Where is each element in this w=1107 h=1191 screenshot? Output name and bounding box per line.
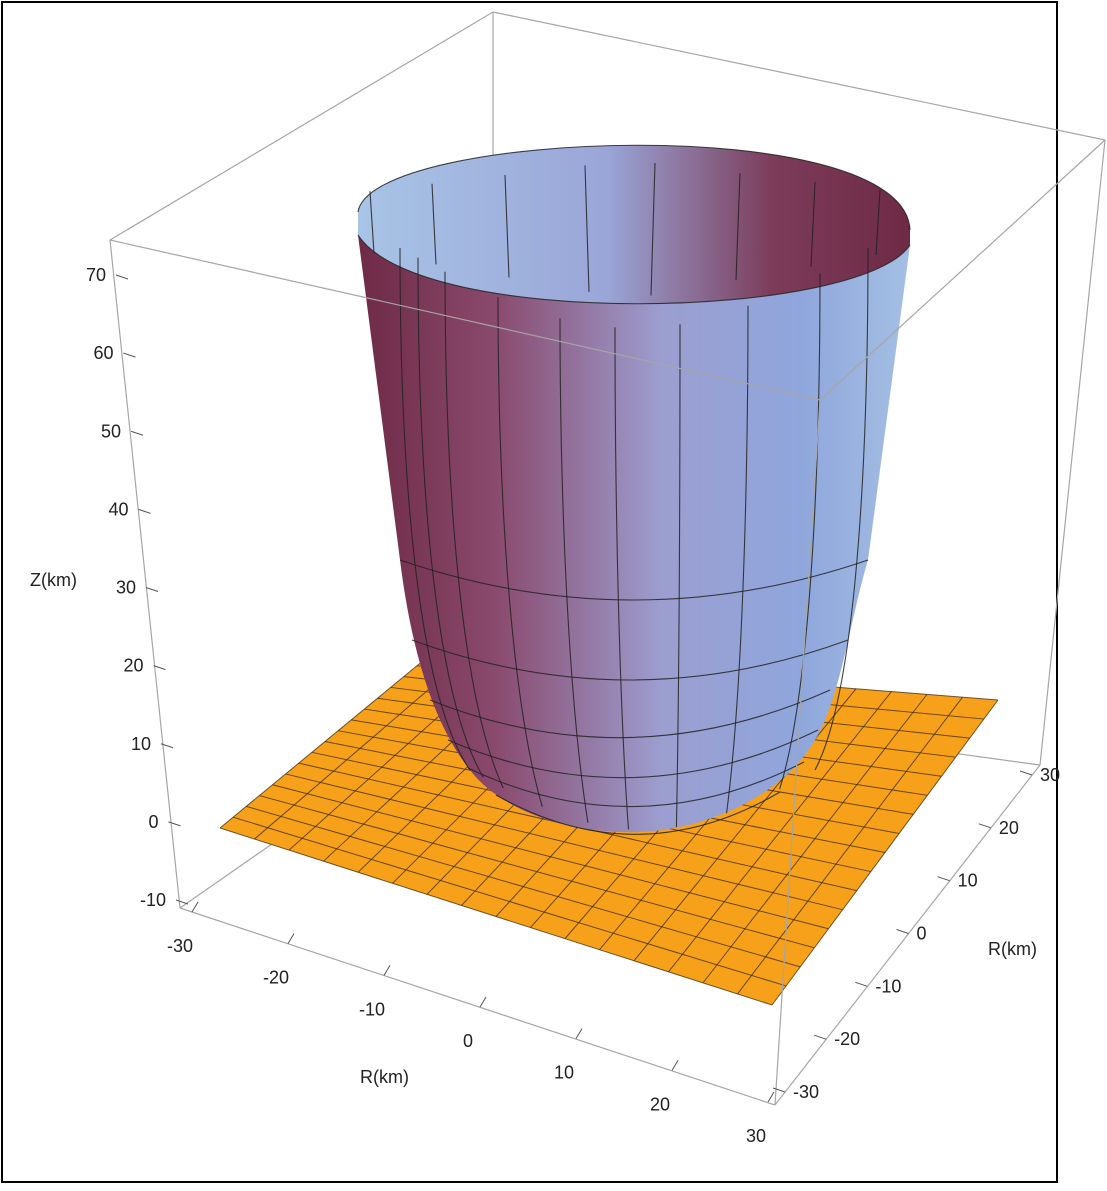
x-tick	[671, 1060, 679, 1071]
x-tick	[767, 1091, 775, 1103]
x-tick-label: -20	[263, 968, 289, 988]
bowl-inner-meridian	[504, 174, 510, 278]
bowl-inner-meridian	[810, 182, 816, 267]
bowl-parallel	[399, 559, 869, 601]
bowl-inner-meridian	[584, 165, 590, 292]
x-tick-label: 10	[554, 1063, 574, 1083]
box-edge	[819, 139, 1106, 401]
y-tick	[1019, 770, 1033, 776]
bowl-meridian	[444, 271, 504, 789]
x-tick-label: -10	[359, 999, 385, 1019]
x-tick	[191, 901, 199, 913]
x-tick	[575, 1028, 583, 1039]
box-edge	[109, 11, 494, 241]
y-axis: -30 -20 -10 0 10 20 30	[772, 765, 1060, 1102]
box-edge	[179, 907, 776, 1106]
z-axis: -10 0 10 20 30 40 50 60 70	[86, 265, 189, 910]
bowl-parallel	[467, 761, 805, 808]
y-tick	[937, 876, 950, 882]
y-axis-label: R(km)	[988, 939, 1037, 959]
y-tick	[855, 981, 868, 987]
bowl-rim	[357, 144, 911, 231]
plane-grid-line	[737, 696, 963, 995]
y-tick-label: 20	[999, 818, 1019, 838]
z-tick	[130, 430, 144, 436]
z-tick	[153, 665, 166, 671]
z-tick-label: 40	[108, 499, 128, 519]
y-tick	[814, 1034, 827, 1040]
z-tick	[175, 899, 189, 905]
z-tick	[115, 274, 129, 280]
box-edge	[774, 399, 821, 1106]
bowl-meridian	[779, 273, 821, 790]
bowl-parallel	[429, 689, 831, 739]
y-tick-label: -30	[793, 1082, 819, 1102]
y-tick-label: 10	[958, 871, 978, 891]
bowl-inner-meridian	[650, 162, 656, 296]
plane-grid-line	[702, 694, 928, 984]
bowl-meridian	[399, 247, 471, 771]
x-tick-label: 20	[650, 1094, 670, 1114]
bowl-meridian	[675, 324, 681, 828]
bowl-meridian	[614, 327, 630, 830]
plane-grid-line	[633, 688, 857, 962]
x-axis: -30 -20 -10 0 10 20 30	[167, 901, 775, 1146]
z-tick	[168, 821, 181, 827]
z-tick-label: 70	[86, 265, 106, 285]
bowl-mesh	[369, 162, 881, 835]
y-tick	[978, 823, 991, 829]
x-tick	[383, 965, 391, 976]
z-tick	[145, 587, 159, 592]
bowl-inner-meridian	[875, 189, 881, 256]
bowl-parallel	[411, 639, 849, 681]
z-tick-label: 10	[131, 734, 151, 754]
y-tick	[772, 1087, 786, 1093]
y-tick-label: -20	[834, 1029, 860, 1049]
bowl-inner-wall	[358, 145, 910, 304]
y-tick	[896, 929, 909, 934]
plane-grid-line	[771, 699, 999, 1006]
bowl-surface	[357, 144, 911, 835]
bowl-inner-meridian	[369, 191, 375, 254]
x-axis-label: R(km)	[360, 1067, 409, 1087]
z-tick-label: 60	[93, 343, 113, 363]
z-tick	[160, 743, 174, 749]
x-tick	[479, 996, 487, 1008]
bowl-parallel	[447, 729, 819, 779]
box-edge	[109, 239, 181, 909]
z-tick-label: 50	[101, 421, 121, 441]
outer-frame	[1, 1, 1058, 1183]
box-edge	[1039, 139, 1106, 766]
z-tick-label: 20	[123, 656, 143, 676]
box-edge	[109, 239, 821, 401]
plane-grid-line	[668, 691, 892, 973]
y-tick-label: -10	[875, 976, 901, 996]
box-edge	[774, 764, 1041, 1106]
z-tick	[138, 508, 151, 514]
y-tick-label: 30	[1040, 765, 1060, 785]
z-tick-label: -10	[140, 890, 166, 910]
bowl-inner-meridian	[431, 183, 437, 265]
bowl-meridian	[417, 257, 484, 778]
bowl-meridian	[497, 296, 543, 807]
bounding-box-front	[109, 139, 1106, 1106]
bowl-meridian	[559, 318, 589, 823]
bowl-outer-wall	[358, 235, 910, 833]
bowl-meridian	[814, 247, 869, 771]
x-tick-label: -30	[167, 936, 193, 956]
box-edge	[492, 11, 1106, 141]
bowl-inner-meridian	[735, 173, 741, 281]
z-tick-label: 30	[116, 578, 136, 598]
x-tick-label: 30	[746, 1126, 766, 1146]
bowl-parallel	[495, 791, 781, 835]
x-tick-label: 0	[463, 1031, 473, 1051]
z-axis-label: Z(km)	[30, 570, 77, 590]
y-tick-label: 0	[917, 924, 927, 944]
z-tick	[123, 352, 136, 358]
z-tick-label: 0	[148, 812, 158, 832]
x-tick	[287, 933, 295, 944]
bowl-meridian	[725, 305, 749, 814]
